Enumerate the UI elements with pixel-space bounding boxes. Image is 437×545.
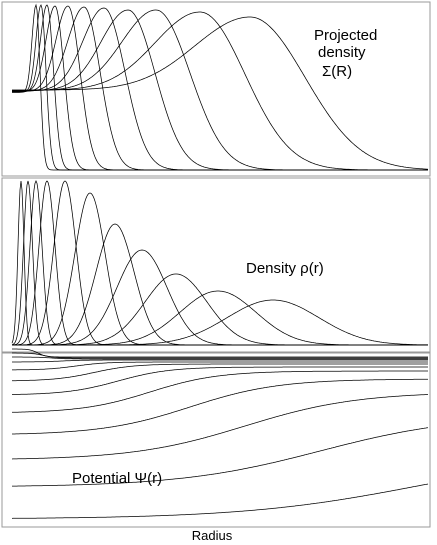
potential-curve: [12, 352, 428, 359]
density-curve: [12, 180, 428, 346]
density-curve: [12, 223, 428, 346]
potential-curves: [11, 348, 429, 519]
potential-curve: [12, 366, 428, 395]
density-curve: [11, 180, 428, 346]
potential-curve: [11, 394, 428, 460]
projected-label-line3: Σ(R): [322, 63, 352, 80]
potential-panel: [1, 352, 431, 528]
density-curve: [12, 180, 428, 346]
density-curve: [12, 273, 428, 346]
density-curve: [11, 180, 428, 346]
density-curve: [12, 299, 428, 346]
projected-label-line1: Projected: [314, 27, 377, 44]
potential-curve: [12, 370, 428, 413]
density-curve: [12, 290, 428, 346]
density-curve: [12, 249, 428, 346]
potential-curve: [12, 359, 428, 363]
density-curve: [12, 180, 428, 346]
density-label: Density ρ(r): [246, 260, 324, 277]
potential-curve: [11, 483, 429, 519]
projected-curve: [12, 16, 429, 170]
projected-density-curves: [12, 3, 429, 171]
projected-label-line2: density: [318, 44, 366, 61]
density-panel: [1, 177, 431, 353]
potential-curve: [12, 348, 428, 358]
potential-curve: [12, 378, 429, 435]
x-axis-label: Radius: [192, 528, 233, 543]
density-curves: [11, 180, 428, 346]
potential-label: Potential Ψ(r): [72, 470, 162, 487]
potential-curve: [12, 427, 429, 487]
potential-curve: [12, 361, 428, 371]
potential-curve: [12, 356, 428, 360]
potential-curve: [12, 363, 428, 382]
projected-density-panel: [1, 1, 431, 177]
